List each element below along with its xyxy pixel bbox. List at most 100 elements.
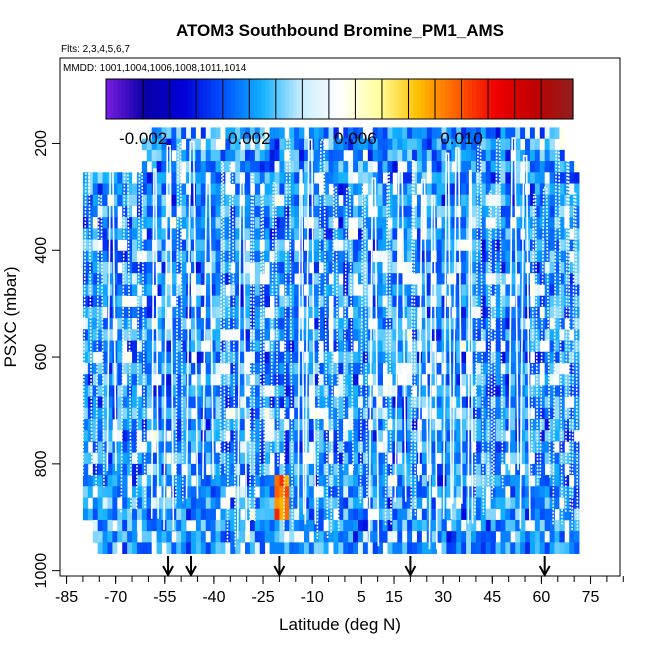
heatmap-cell — [308, 362, 315, 375]
heatmap-cell — [225, 441, 231, 454]
heatmap-cell — [574, 497, 580, 510]
heatmap-cell — [308, 497, 315, 510]
heatmap-cell — [186, 183, 192, 196]
heatmap-cell — [274, 430, 280, 442]
heatmap-cell — [136, 542, 143, 554]
heatmap-cell — [461, 329, 467, 341]
heatmap-cell — [574, 250, 580, 263]
heatmap-cell — [303, 463, 310, 476]
heatmap-cell — [569, 396, 575, 409]
heatmap-cell — [190, 486, 197, 498]
heatmap-cell — [294, 475, 300, 487]
heatmap-cell — [245, 127, 251, 140]
heatmap-cell — [82, 306, 89, 319]
colorbar-swatch — [366, 79, 372, 119]
heatmap-cell — [328, 194, 334, 207]
heatmap-cell — [171, 329, 177, 341]
heatmap-cell — [377, 475, 383, 487]
heatmap-cell — [112, 452, 118, 465]
heatmap-cell — [136, 318, 143, 330]
heatmap-cell — [264, 419, 270, 431]
heatmap-cell — [362, 486, 369, 498]
heatmap-cell — [333, 475, 339, 487]
heatmap-cell — [377, 351, 383, 364]
heatmap-cell — [112, 217, 118, 229]
heatmap-cell — [92, 441, 99, 454]
heatmap-cell — [569, 318, 575, 330]
colorbar-swatch — [541, 79, 547, 119]
heatmap-cell — [97, 194, 103, 207]
heatmap-cell — [245, 194, 251, 207]
heatmap-cell — [416, 486, 423, 498]
heatmap-cell — [451, 239, 457, 252]
heatmap-cell — [495, 362, 501, 375]
heatmap-cell — [122, 542, 128, 554]
y-tick-label: 600 — [33, 344, 50, 371]
heatmap-cell — [269, 149, 275, 162]
heatmap-cell — [461, 396, 467, 409]
heatmap-cell — [333, 519, 339, 532]
heatmap-cell — [313, 419, 320, 431]
heatmap-cell — [102, 452, 108, 465]
heatmap-cell — [525, 486, 531, 498]
heatmap-cell — [186, 486, 192, 498]
y-tick-label: 400 — [33, 237, 50, 264]
heatmap-cell — [338, 149, 344, 162]
heatmap-cell — [333, 138, 339, 151]
heatmap-cell — [426, 396, 433, 409]
colorbar-swatch — [249, 79, 255, 119]
heatmap-cell — [490, 430, 496, 442]
heatmap-cell — [215, 239, 221, 252]
heatmap-cell — [520, 486, 526, 498]
heatmap-cell — [117, 340, 123, 353]
heatmap-cell — [303, 486, 310, 498]
flight-profile — [442, 152, 453, 520]
heatmap-cell — [102, 407, 108, 420]
heatmap-cell — [195, 396, 202, 409]
colorbar-swatch — [471, 79, 477, 119]
heatmap-cell — [259, 194, 266, 207]
heatmap-cell — [421, 306, 428, 319]
heatmap-cell — [303, 161, 310, 173]
heatmap-cell — [92, 318, 99, 330]
heatmap-cell — [569, 217, 575, 229]
heatmap-cell — [195, 194, 202, 207]
heatmap-cell — [92, 172, 99, 184]
heatmap-cell — [289, 374, 295, 386]
heatmap-cell — [358, 385, 364, 397]
heatmap-cell — [274, 362, 280, 375]
heatmap-cell — [377, 340, 383, 353]
heatmap-cell — [210, 194, 216, 207]
heatmap-cell — [235, 127, 241, 140]
heatmap-cell — [392, 351, 398, 364]
colorbar-swatch — [499, 79, 504, 119]
heatmap-cell — [308, 508, 315, 521]
colorbar-swatch — [479, 79, 485, 119]
heatmap-cell — [92, 430, 99, 442]
heatmap-cell — [240, 239, 246, 252]
heatmap-cell — [274, 497, 280, 510]
heatmap-cell — [313, 430, 320, 442]
heatmap-cell — [215, 531, 221, 543]
heatmap-cell — [235, 250, 241, 263]
heatmap-cell — [151, 519, 158, 532]
heatmap-cell — [195, 161, 202, 173]
heatmap-cell — [549, 419, 555, 431]
heatmap-cell — [367, 138, 374, 151]
heatmap-cell — [156, 205, 162, 218]
heatmap-cell — [382, 205, 388, 218]
heatmap-cell — [279, 519, 285, 532]
heatmap-cell — [254, 351, 261, 364]
heatmap-cell — [299, 161, 305, 173]
heatmap-cell — [132, 519, 138, 532]
heatmap-cell — [559, 172, 565, 184]
flight-profile — [394, 165, 407, 502]
heatmap-cell — [328, 419, 334, 431]
heatmap-cell — [215, 430, 221, 442]
heatmap-cell — [249, 284, 256, 297]
heatmap-cell — [520, 340, 526, 353]
heatmap-cell — [82, 385, 89, 397]
heatmap-cell — [358, 284, 364, 297]
heatmap-cell — [303, 149, 310, 162]
heatmap-cell — [215, 475, 221, 487]
